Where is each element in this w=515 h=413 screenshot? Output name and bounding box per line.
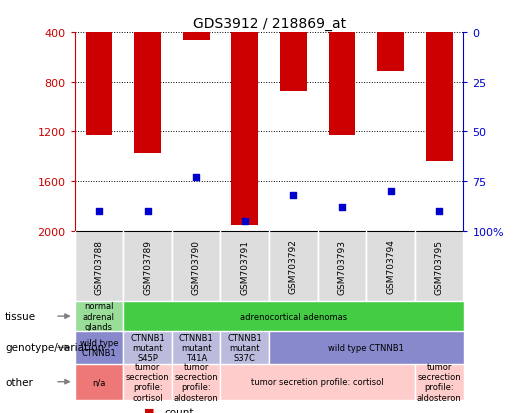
Text: wild type CTNNB1: wild type CTNNB1 xyxy=(329,343,404,352)
Bar xyxy=(366,231,415,301)
Text: GSM703790: GSM703790 xyxy=(192,239,201,294)
Point xyxy=(95,208,103,215)
Text: other: other xyxy=(5,377,33,387)
Point xyxy=(338,204,346,211)
Text: normal
adrenal
glands: normal adrenal glands xyxy=(83,301,115,331)
Bar xyxy=(172,231,220,301)
Text: GSM703789: GSM703789 xyxy=(143,239,152,294)
Text: n/a: n/a xyxy=(92,377,106,386)
Point xyxy=(241,218,249,225)
Bar xyxy=(172,364,220,400)
Bar xyxy=(426,33,453,162)
Point xyxy=(435,208,443,215)
Bar xyxy=(85,33,112,136)
Text: genotype/variation: genotype/variation xyxy=(5,343,104,353)
Text: tissue: tissue xyxy=(5,311,36,321)
Text: count: count xyxy=(165,407,194,413)
Point xyxy=(386,188,394,195)
Bar xyxy=(318,231,366,301)
Point xyxy=(289,192,298,199)
Bar xyxy=(123,301,464,331)
Bar xyxy=(75,301,123,331)
Bar xyxy=(415,231,464,301)
Text: CTNNB1
mutant
T41A: CTNNB1 mutant T41A xyxy=(179,333,214,363)
Text: tumor secretion profile: cortisol: tumor secretion profile: cortisol xyxy=(251,377,384,386)
Bar xyxy=(329,33,355,136)
Text: GSM703792: GSM703792 xyxy=(289,239,298,294)
Text: GSM703795: GSM703795 xyxy=(435,239,444,294)
Bar xyxy=(269,331,464,364)
Text: GSM703788: GSM703788 xyxy=(94,239,104,294)
Point xyxy=(144,208,152,215)
Text: tumor
secrection
profile:
aldosteron: tumor secrection profile: aldosteron xyxy=(174,362,218,402)
Text: adrenocortical adenomas: adrenocortical adenomas xyxy=(240,312,347,321)
Bar xyxy=(123,364,172,400)
Point xyxy=(192,174,200,181)
Bar xyxy=(183,33,210,40)
Bar xyxy=(75,231,123,301)
Text: ■: ■ xyxy=(144,407,154,413)
Bar xyxy=(377,33,404,72)
Bar xyxy=(75,364,123,400)
Bar xyxy=(75,331,123,364)
Bar xyxy=(220,331,269,364)
Bar xyxy=(134,33,161,153)
Bar xyxy=(123,331,172,364)
Text: GSM703794: GSM703794 xyxy=(386,239,395,294)
Title: GDS3912 / 218869_at: GDS3912 / 218869_at xyxy=(193,17,346,31)
Text: tumor
secrection
profile:
aldosteron: tumor secrection profile: aldosteron xyxy=(417,362,461,402)
Bar xyxy=(220,364,415,400)
Text: CTNNB1
mutant
S37C: CTNNB1 mutant S37C xyxy=(228,333,262,363)
Text: wild type
CTNNB1: wild type CTNNB1 xyxy=(80,338,118,357)
Bar xyxy=(269,231,318,301)
Bar xyxy=(280,33,307,92)
Text: tumor
secrection
profile:
cortisol: tumor secrection profile: cortisol xyxy=(126,362,169,402)
Text: GSM703793: GSM703793 xyxy=(337,239,347,294)
Bar xyxy=(220,231,269,301)
Text: CTNNB1
mutant
S45P: CTNNB1 mutant S45P xyxy=(130,333,165,363)
Bar xyxy=(415,364,464,400)
Text: GSM703791: GSM703791 xyxy=(241,239,249,294)
Bar xyxy=(231,33,258,225)
Bar xyxy=(123,231,172,301)
Bar xyxy=(172,331,220,364)
